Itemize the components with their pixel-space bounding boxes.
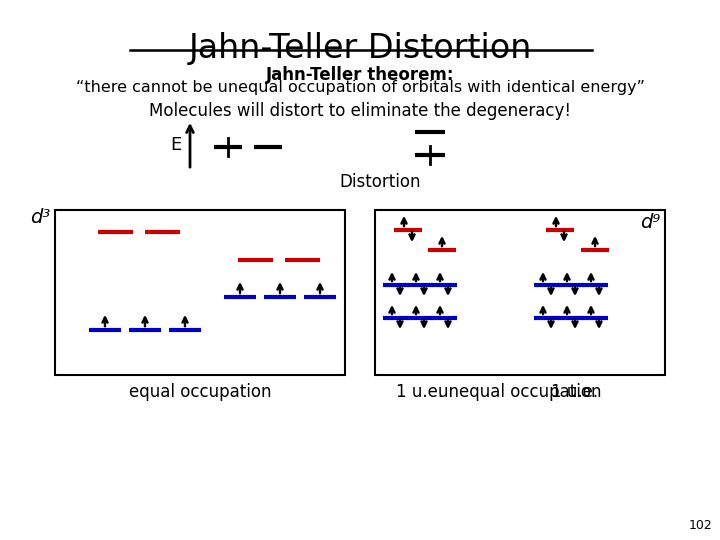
Text: unequal occupation: unequal occupation <box>438 383 602 401</box>
Text: d⁹: d⁹ <box>640 213 660 232</box>
Text: d³: d³ <box>30 208 50 227</box>
Text: Molecules will distort to eliminate the degeneracy!: Molecules will distort to eliminate the … <box>149 102 571 120</box>
Text: equal occupation: equal occupation <box>129 383 271 401</box>
Text: Distortion: Distortion <box>339 173 420 191</box>
Text: Jahn-Teller theorem:: Jahn-Teller theorem: <box>266 66 454 84</box>
Text: E: E <box>171 136 182 154</box>
Text: 1 u.e.: 1 u.e. <box>552 383 598 401</box>
Text: “there cannot be unequal occupation of orbitals with identical energy”: “there cannot be unequal occupation of o… <box>76 80 644 95</box>
Text: Jahn-Teller Distortion: Jahn-Teller Distortion <box>189 32 531 65</box>
Bar <box>375 210 665 375</box>
Text: 102: 102 <box>688 519 712 532</box>
Bar <box>55 210 345 375</box>
Text: 1 u.e.: 1 u.e. <box>397 383 444 401</box>
